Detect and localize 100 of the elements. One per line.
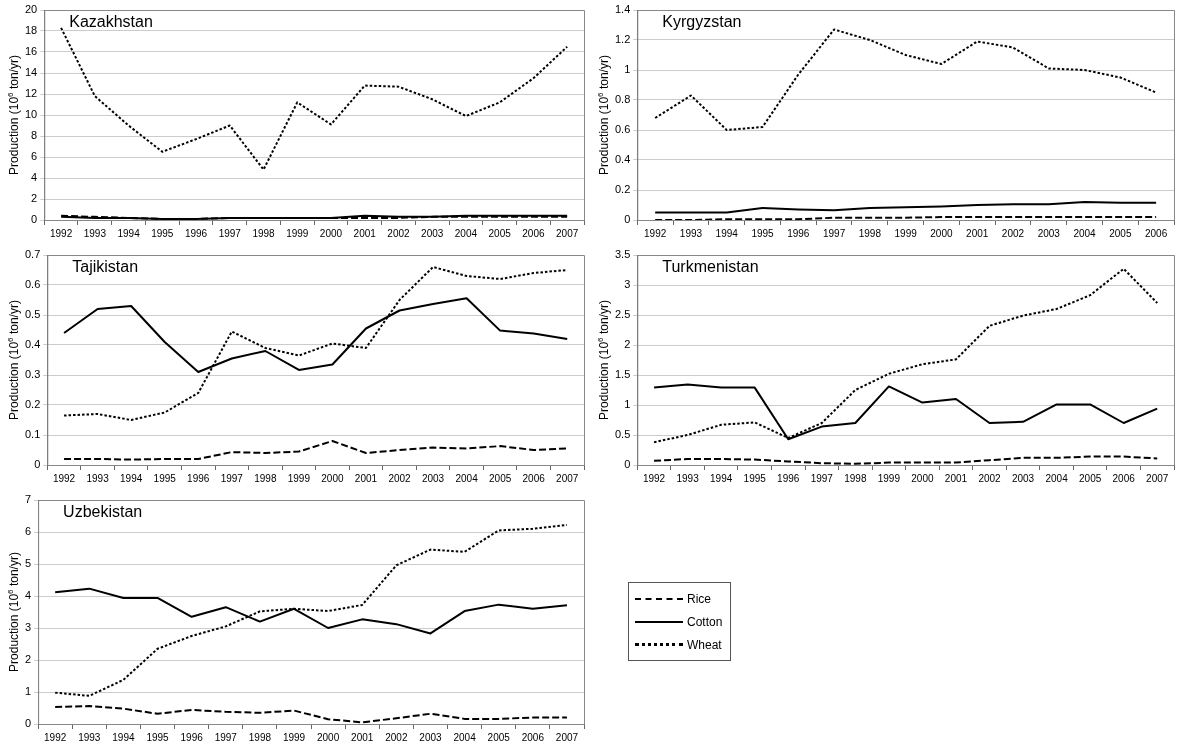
x-tick-label: 1994 <box>112 731 135 743</box>
x-tick-label: 1992 <box>49 227 73 239</box>
x-tick-label: 1998 <box>844 472 867 484</box>
x-tick-label: 2005 <box>1079 472 1102 484</box>
y-tick-label: 0.4 <box>24 338 41 351</box>
x-tick-label: 1997 <box>214 731 238 743</box>
y-tick-label: 0.6 <box>614 123 631 136</box>
y-tick-label: 2 <box>31 192 38 205</box>
x-tick-label: 2004 <box>1045 472 1069 484</box>
y-tick-label: 8 <box>31 129 38 142</box>
x-tick-label: 1995 <box>751 227 775 239</box>
y-tick-label: 0.4 <box>614 153 631 166</box>
x-tick-label: 1997 <box>218 227 242 239</box>
chart-title: Kyrgyzstan <box>662 13 742 31</box>
x-tick-label: 1993 <box>676 472 700 484</box>
y-tick-label: 18 <box>24 24 38 37</box>
x-tick-label: 2005 <box>489 472 512 484</box>
y-tick-label: 1.5 <box>614 368 631 381</box>
x-tick-label: 1999 <box>286 227 309 239</box>
y-tick-label: 5 <box>24 557 32 570</box>
y-tick-label: 14 <box>24 66 38 79</box>
x-tick-label: 2006 <box>1112 472 1136 484</box>
y-tick-label: 3.5 <box>614 248 631 261</box>
y-tick-label: 2 <box>24 653 32 666</box>
x-tick-label: 1999 <box>282 731 306 743</box>
x-tick-label: 1996 <box>787 227 810 239</box>
y-tick-label: 2 <box>624 338 631 351</box>
x-tick-label: 1994 <box>715 227 739 239</box>
line-series <box>54 705 568 724</box>
y-tick-label: 0 <box>624 458 631 471</box>
x-tick-label: 1992 <box>44 731 67 743</box>
y-tick-label: 1 <box>624 398 631 411</box>
y-tick-label: 0.7 <box>24 248 41 261</box>
x-tick-label: 1999 <box>894 227 918 239</box>
x-tick-label: 2004 <box>453 731 477 743</box>
chart-title: Kazakhstan <box>69 13 153 31</box>
x-tick-label: 2005 <box>488 227 512 239</box>
x-tick-label: 2004 <box>1073 227 1097 239</box>
x-tick-label: 1998 <box>254 472 277 484</box>
y-tick-label: 0.5 <box>24 308 41 321</box>
x-tick-label: 2002 <box>1001 227 1025 239</box>
x-tick-label: 2005 <box>487 731 511 743</box>
x-tick-label: 1995 <box>151 227 174 239</box>
x-tick-label: 2006 <box>522 227 545 239</box>
chart-title: Uzbekistan <box>63 503 143 521</box>
y-tick-label: 10 <box>24 108 38 121</box>
x-tick-label: 2002 <box>387 227 411 239</box>
y-tick-label: 0 <box>31 213 38 226</box>
y-tick-label: 12 <box>24 87 38 100</box>
y-tick-label: 0.3 <box>24 368 41 381</box>
x-tick-label: 1996 <box>777 472 800 484</box>
y-tick-label: 7 <box>24 493 32 506</box>
x-tick-label: 1997 <box>810 472 834 484</box>
y-tick-label: 16 <box>24 45 38 58</box>
x-tick-label: 1999 <box>287 472 311 484</box>
x-tick-label: 1997 <box>220 472 244 484</box>
y-tick-label: 3 <box>624 278 631 291</box>
x-tick-label: 2001 <box>353 227 377 239</box>
x-tick-label: 2000 <box>321 472 344 484</box>
x-tick-label: 2007 <box>556 227 579 239</box>
x-tick-label: 2003 <box>421 227 444 239</box>
x-tick-label: 1993 <box>83 227 107 239</box>
chart-title: Tajikistan <box>72 258 139 276</box>
x-tick-label: 2003 <box>1037 227 1061 239</box>
x-tick-label: 1996 <box>187 472 210 484</box>
y-tick-label: 1 <box>24 685 32 698</box>
x-tick-label: 2004 <box>455 472 479 484</box>
y-tick-label: 0 <box>624 213 631 226</box>
line-series <box>60 26 569 171</box>
x-tick-label: 1993 <box>86 472 110 484</box>
x-tick-label: 1993 <box>679 227 703 239</box>
x-tick-label: 2007 <box>555 731 579 743</box>
x-tick-label: 1998 <box>858 227 882 239</box>
x-tick-label: 1998 <box>252 227 276 239</box>
x-tick-label: 1995 <box>743 472 767 484</box>
legend-label: Wheat <box>687 637 722 652</box>
y-tick-label: 4 <box>31 171 38 184</box>
y-tick-label: 0.2 <box>614 183 631 196</box>
y-tick-label: 0.5 <box>614 428 631 441</box>
x-tick-label: 2002 <box>385 731 408 743</box>
x-tick-label: 2003 <box>421 472 445 484</box>
y-tick-label: 1 <box>624 63 631 76</box>
line-series <box>653 455 1159 465</box>
x-tick-label: 2002 <box>388 472 412 484</box>
x-tick-label: 2000 <box>319 227 343 239</box>
y-tick-label: 6 <box>24 525 32 538</box>
x-tick-label: 1995 <box>153 472 177 484</box>
y-tick-label: 6 <box>31 150 38 163</box>
y-tick-label: 3 <box>24 621 32 634</box>
x-tick-label: 2006 <box>522 472 546 484</box>
y-tick-label: 0.8 <box>614 93 631 106</box>
legend-label: Cotton <box>687 614 723 629</box>
y-tick-label: 1.4 <box>614 3 631 16</box>
x-tick-label: 1997 <box>822 227 846 239</box>
line-series <box>54 523 568 697</box>
legend-label: Rice <box>687 591 712 606</box>
line-series <box>654 28 1158 131</box>
x-tick-label: 1994 <box>710 472 733 484</box>
x-tick-label: 1998 <box>248 731 272 743</box>
x-tick-label: 2004 <box>454 227 478 239</box>
